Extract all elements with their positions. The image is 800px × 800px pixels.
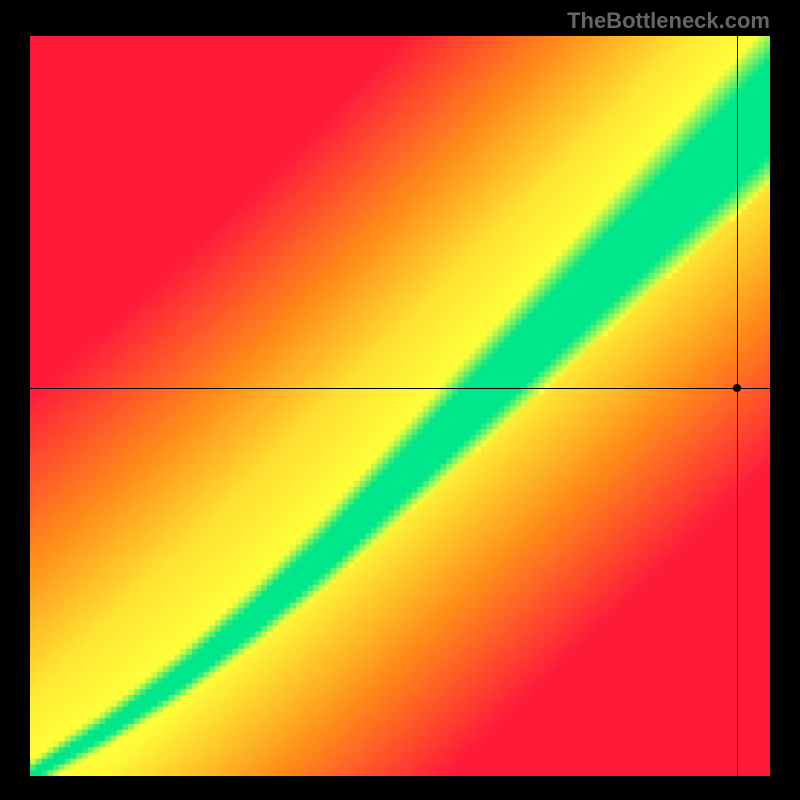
crosshair-horizontal: [30, 388, 770, 389]
crosshair-vertical: [737, 36, 738, 776]
heatmap-plot: [30, 36, 770, 776]
watermark-text: TheBottleneck.com: [567, 8, 770, 34]
heatmap-canvas: [30, 36, 770, 776]
marker-dot: [733, 384, 741, 392]
